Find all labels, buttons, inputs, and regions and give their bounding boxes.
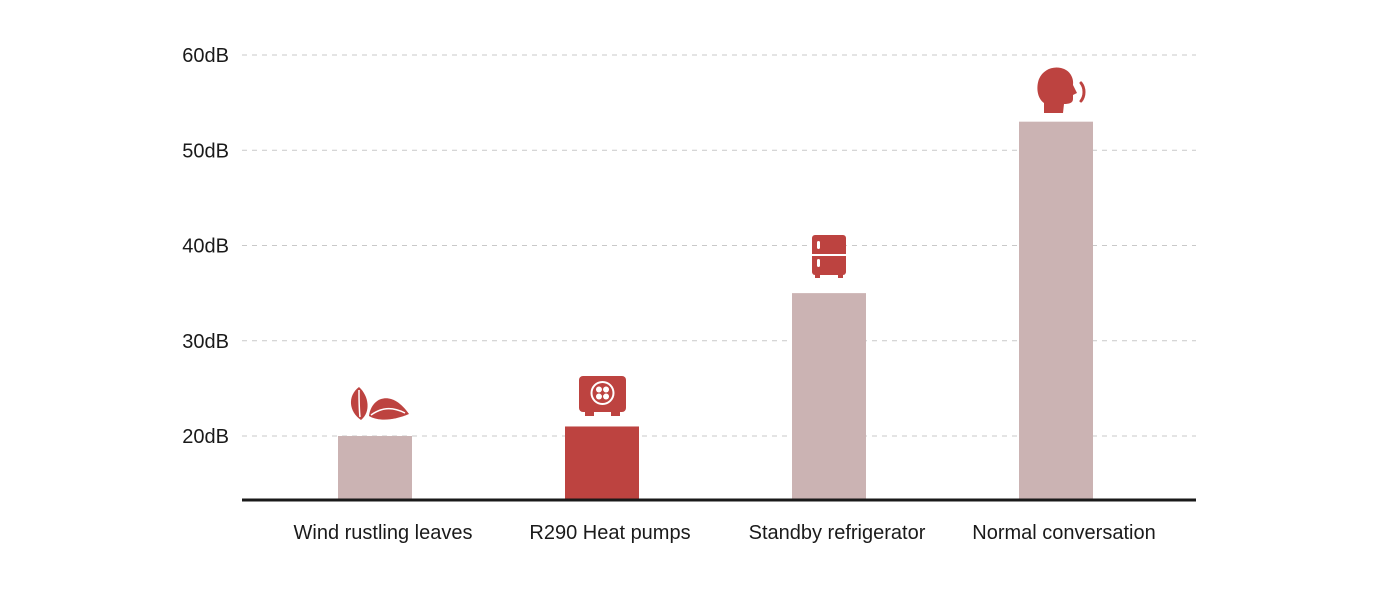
bar xyxy=(565,426,639,500)
y-axis-ticks: 20dB 30dB 40dB 50dB 60dB xyxy=(182,45,229,448)
heat-pump-icon xyxy=(579,376,626,416)
y-tick-label: 30dB xyxy=(182,331,229,353)
leaves-icon xyxy=(350,387,409,420)
y-tick-label: 60dB xyxy=(182,45,229,67)
bar xyxy=(1019,121,1093,501)
y-tick-label: 50dB xyxy=(182,140,229,162)
x-axis-labels: Wind rustling leaves R290 Heat pumps Stand… xyxy=(294,522,1156,544)
x-tick-label: Standby refrigerator xyxy=(749,522,926,544)
x-tick-label: Normal conversation xyxy=(972,522,1155,544)
speaking-head-icon xyxy=(1037,67,1086,113)
y-tick-label: 40dB xyxy=(182,236,229,258)
refrigerator-icon xyxy=(812,235,846,278)
y-tick-label: 20dB xyxy=(182,426,229,448)
bar xyxy=(338,436,412,500)
bar-icons xyxy=(350,67,1086,420)
x-tick-label: R290 Heat pumps xyxy=(529,522,690,544)
bars xyxy=(338,121,1093,501)
x-tick-label: Wind rustling leaves xyxy=(294,522,473,544)
bar xyxy=(792,293,866,500)
